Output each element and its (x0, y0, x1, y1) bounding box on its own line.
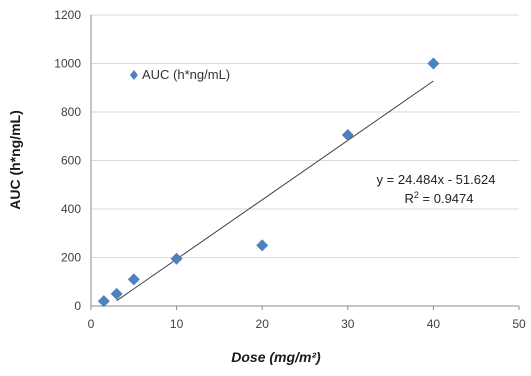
data-point-marker (110, 287, 123, 300)
data-points (97, 57, 440, 308)
legend: AUC (h*ng/mL) (130, 67, 230, 82)
y-tick-label: 400 (61, 202, 81, 216)
x-tick-label: 20 (256, 317, 270, 331)
data-point-marker (427, 57, 440, 70)
trendline-annotation: y = 24.484x - 51.624 R2 = 0.9474 (377, 172, 496, 206)
x-tick-label: 30 (341, 317, 355, 331)
trendline-r2: R2 = 0.9474 (405, 190, 474, 206)
x-tick-label: 50 (512, 317, 526, 331)
r2-prefix: R (405, 191, 414, 206)
data-point-marker (127, 273, 140, 286)
legend-label: AUC (h*ng/mL) (142, 67, 230, 82)
legend-marker (130, 70, 138, 80)
data-point-marker (256, 239, 269, 252)
x-tick-label: 10 (170, 317, 184, 331)
x-tick-label: 0 (88, 317, 95, 331)
trendline-group (116, 80, 434, 302)
r2-superscript: 2 (414, 190, 419, 200)
y-tick-label: 1000 (54, 57, 81, 71)
y-tick-label: 0 (74, 299, 81, 313)
data-point-marker (170, 252, 183, 265)
y-tick-label: 200 (61, 251, 81, 265)
x-axis-title: Dose (mg/m²) (231, 349, 321, 365)
y-tick-labels: 0 200 400 600 800 1000 1200 (54, 8, 81, 313)
y-tick-label: 1200 (54, 8, 81, 22)
x-tick-label: 40 (427, 317, 441, 331)
gridlines (91, 14, 519, 258)
x-tick-labels: 0 10 20 30 40 50 (88, 317, 526, 331)
axes (90, 15, 520, 310)
y-tick-label: 600 (61, 154, 81, 168)
data-point-marker (97, 295, 110, 308)
y-axis-title: AUC (h*ng/mL) (7, 110, 23, 210)
data-point-marker (341, 129, 354, 142)
y-tick-label: 800 (61, 105, 81, 119)
trendline-equation: y = 24.484x - 51.624 (377, 172, 496, 187)
trendline (116, 80, 434, 302)
r2-value: = 0.9474 (419, 191, 474, 206)
